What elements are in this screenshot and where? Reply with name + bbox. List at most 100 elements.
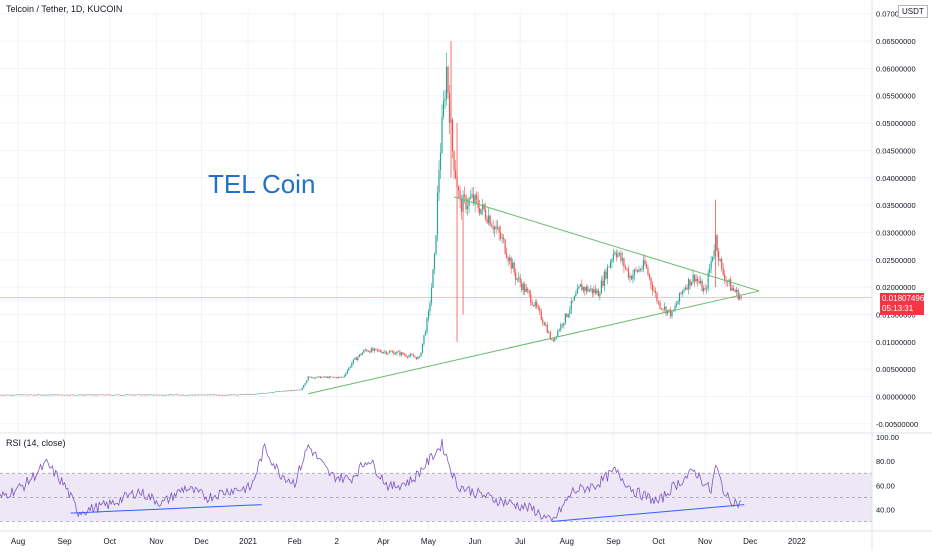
candle-body: [695, 278, 697, 282]
candle-body: [71, 394, 73, 396]
candle-body: [0, 394, 3, 396]
candle-body: [629, 275, 631, 278]
candle-body: [624, 266, 627, 269]
candle-body: [334, 377, 336, 378]
candle-body: [406, 356, 409, 358]
candle-body: [426, 318, 428, 332]
candle-body: [270, 392, 272, 393]
candle-body: [697, 278, 699, 281]
x-tick-label: Aug: [560, 537, 574, 546]
candle-body: [463, 194, 466, 197]
candle-body: [542, 319, 544, 323]
candle-body: [713, 250, 715, 257]
candle-body: [489, 215, 491, 226]
rsi-title: RSI (14, close): [6, 438, 66, 448]
candle-body: [97, 394, 99, 396]
candle-body: [74, 394, 76, 396]
candle-body: [68, 395, 70, 396]
candle-body: [107, 394, 109, 396]
candle-body: [614, 252, 616, 254]
candle-body: [291, 390, 293, 392]
candle-body: [259, 393, 261, 394]
candle-body: [488, 215, 490, 223]
candle-body: [265, 393, 267, 394]
candle-body: [92, 394, 94, 396]
candle-body: [533, 305, 535, 307]
candle-body: [298, 389, 300, 391]
candle-body: [245, 394, 248, 395]
candle-body: [312, 377, 314, 379]
candle-body: [515, 272, 517, 280]
x-tick-label: Apr: [377, 537, 390, 546]
candle-body: [372, 348, 374, 351]
candle-body: [435, 235, 437, 255]
candle-body: [342, 377, 344, 378]
candle-body: [590, 288, 592, 290]
candle-body: [558, 329, 560, 331]
candle-body: [653, 290, 655, 292]
candle-body: [348, 367, 350, 371]
candle-body: [518, 277, 520, 279]
candle-body: [602, 280, 604, 286]
candle-body: [635, 269, 637, 271]
candle-body: [85, 394, 87, 396]
candle-body: [76, 394, 78, 396]
candle-body: [680, 292, 682, 294]
candle-body: [158, 394, 160, 396]
y-tick-label: 0.00500000: [876, 365, 916, 374]
candle-body: [420, 352, 422, 357]
candle-body: [170, 394, 172, 396]
candle-body: [560, 324, 562, 330]
candle-body: [292, 390, 294, 391]
last-price-tag: 0.01807496 05:13:31: [880, 293, 924, 315]
candle-body: [501, 237, 503, 239]
candle-body: [357, 356, 359, 360]
candle-body: [264, 392, 266, 394]
candle-body: [444, 98, 446, 102]
candle-body: [482, 204, 484, 209]
candle-body: [492, 226, 494, 230]
candle-body: [113, 394, 115, 396]
candle-body: [26, 394, 28, 396]
candle-body: [131, 394, 133, 396]
candle-body: [324, 376, 326, 378]
candle-body: [283, 390, 285, 392]
candle-body: [70, 394, 72, 396]
candle-body: [223, 394, 225, 396]
candle-body: [522, 283, 524, 291]
candle-body: [453, 151, 455, 171]
candle-body: [155, 394, 157, 396]
candle-body: [441, 116, 443, 153]
candle-body: [638, 269, 640, 272]
candle-body: [736, 289, 738, 293]
rsi-line: [0, 438, 742, 523]
candle-body: [157, 394, 159, 396]
candle-body: [309, 376, 311, 378]
candle-body: [537, 306, 539, 309]
candle-body: [14, 394, 16, 396]
candle-body: [546, 324, 548, 333]
candle-body: [608, 266, 610, 268]
candle-body: [588, 289, 590, 292]
candle-body: [230, 394, 233, 396]
candle-body: [681, 290, 684, 294]
candle-body: [378, 350, 380, 351]
candle-body: [142, 394, 144, 396]
candle-body: [211, 394, 213, 396]
candle-body: [330, 376, 332, 378]
candle-body: [212, 394, 215, 396]
candle-body: [642, 260, 645, 269]
candle-body: [256, 393, 258, 395]
candle-body: [176, 394, 179, 396]
candle-body: [427, 311, 430, 319]
currency-badge[interactable]: USDT: [898, 5, 928, 18]
candle-body: [43, 394, 45, 396]
candle-body: [179, 394, 182, 396]
candle-body: [33, 394, 36, 396]
candle-body: [733, 288, 735, 291]
candle-body: [55, 394, 57, 396]
candle-body: [190, 394, 192, 396]
candle-body: [166, 394, 168, 396]
candle-body: [188, 394, 191, 396]
